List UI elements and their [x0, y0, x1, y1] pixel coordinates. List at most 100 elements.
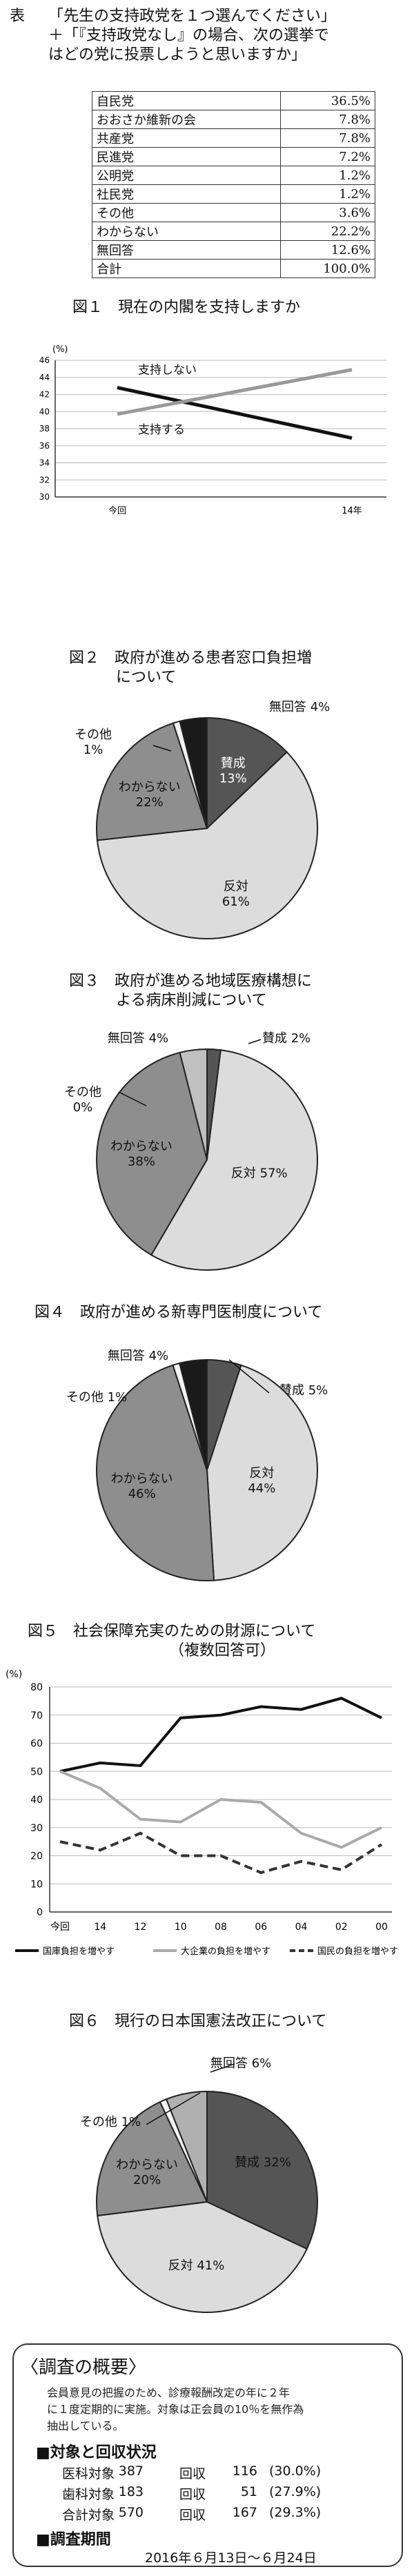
party-value: 3.6%	[280, 203, 375, 222]
fig4-slice-label: その他 1%	[66, 1390, 127, 1405]
summary-row-recovered-label: 回収	[179, 2487, 206, 2502]
fig6-slice-label: 反対 41%	[168, 2258, 225, 2273]
fig3-slice-label: 無回答 4%	[108, 1031, 168, 1046]
fig3-title: 図３ 政府が進める地域医療構想に よる病床削減について	[69, 972, 312, 1011]
party-value: 7.8%	[280, 110, 375, 129]
fig5-y-tick: 50	[30, 1766, 43, 1777]
summary-body: 会員意見の把握のため、診療報酬改定の年に２年 に１度定期的に実施。対象は正会員の…	[47, 2385, 304, 2434]
fig5-x-tick: 12	[135, 1922, 147, 1933]
fig4-title: 図４ 政府が進める新専門医制度について	[34, 1303, 322, 1323]
fig4-slice-value: 44%	[248, 1481, 275, 1496]
fig5-series-line	[59, 1770, 382, 1849]
fig3-slice-value: 0%	[73, 1100, 93, 1115]
table-row: わからない 22.2%	[92, 222, 375, 241]
summary-row-recovered: 116	[232, 2463, 257, 2479]
summary-body-line: に１度定期的に実施。対象は正会員の10％を無作為	[47, 2403, 304, 2416]
fig3-caption-line: よる病床削減について	[116, 992, 267, 1009]
summary-row-rate: (30.0%)	[269, 2463, 322, 2479]
fig2-slice-value: 22%	[136, 795, 164, 810]
fig1-x-tick: 今回	[108, 505, 126, 516]
summary-row-target: 387	[118, 2463, 144, 2479]
summary-row-rate: (27.9%)	[269, 2484, 322, 2499]
fig3-number: 図３	[69, 973, 100, 990]
table-row: 公明党 1.2%	[92, 166, 375, 185]
party-value: 100.0%	[280, 259, 375, 278]
fig4-slice-label: 反対	[249, 1466, 274, 1481]
fig1-y-tick: 44	[39, 373, 50, 382]
fig6-slice	[96, 2100, 208, 2217]
period-heading: ■調査期間	[36, 2531, 111, 2548]
fig1-unit: (%)	[52, 344, 68, 355]
fig4-caption: 政府が進める新専門医制度について	[80, 1304, 323, 1321]
targets-heading: ■対象と回収状況	[36, 2444, 157, 2461]
table-label: 表	[10, 8, 26, 25]
party-value: 12.6%	[280, 240, 375, 260]
fig3-slice	[96, 1051, 208, 1256]
fig2-slice-label: 賛成	[221, 757, 246, 771]
fig1-series-label: 支持しない	[138, 364, 197, 378]
fig6-slice-label: わからない	[116, 2158, 178, 2172]
fig6-leader-line	[146, 2092, 201, 2125]
fig2-caption-line: について	[116, 669, 177, 686]
fig4-slice-label: 賛成 5%	[279, 1383, 328, 1398]
fig2-slice	[96, 751, 318, 939]
party-name: その他	[92, 203, 281, 222]
fig5-legend-label: 国庫負担を増やす	[43, 1946, 115, 1957]
fig5-unit: (%)	[6, 1669, 22, 1680]
fig3-slice-label: わからない	[110, 1140, 172, 1154]
party-name: 合計	[92, 259, 281, 278]
party-value: 7.8%	[280, 128, 375, 148]
fig3-slice-value: 38%	[128, 1155, 155, 1169]
table-row: 自民党 36.5%	[92, 91, 375, 110]
fig4-slice	[96, 1364, 215, 1581]
fig1-y-tick: 32	[39, 475, 50, 485]
fig4-number: 図４	[34, 1304, 66, 1321]
fig1-y-tick: 46	[39, 355, 50, 365]
fig6-caption: 現行の日本国憲法改正について	[115, 2013, 327, 2030]
fig4-leader-line	[228, 1359, 270, 1394]
fig3-slice	[179, 1048, 208, 1160]
fig5-x-tick: 今回	[50, 1922, 70, 1933]
fig3-slice-label: 賛成 2%	[262, 1031, 310, 1046]
party-value: 1.2%	[280, 184, 375, 204]
survey-summary-box: 〈調査の概要〉 会員意見の把握のため、診療報酬改定の年に２年 に１度定期的に実施…	[12, 2343, 403, 2567]
fig6-leader-line	[210, 2063, 235, 2073]
table-title-line: ＋「『支持政党なし』の場合、次の選挙で	[48, 27, 330, 44]
fig4-slice	[178, 1358, 208, 1471]
summary-row-target: 570	[118, 2505, 144, 2520]
fig1-series-line	[117, 368, 353, 416]
fig5-y-tick: 60	[30, 1739, 43, 1750]
party-value: 7.2%	[280, 147, 375, 166]
party-value: 22.2%	[280, 222, 375, 241]
fig5-x-tick: 08	[215, 1922, 227, 1933]
fig6-slice	[165, 2090, 208, 2203]
summary-row-recovered: 167	[232, 2505, 257, 2520]
fig5-y-tick: 70	[30, 1710, 43, 1721]
fig4-slice-value: 46%	[128, 1487, 156, 1501]
summary-row-rate: (29.3%)	[269, 2505, 322, 2520]
party-name: 公明党	[92, 166, 281, 185]
fig1-y-tick: 30	[39, 492, 50, 502]
fig1-y-tick: 40	[39, 407, 50, 416]
fig1-series-label: 支持する	[138, 423, 185, 437]
fig1-number: 図１	[72, 299, 103, 316]
fig1-y-tick: 36	[39, 441, 50, 451]
fig5-caption-line: （複数回答可）	[169, 1642, 276, 1659]
fig4-slice	[206, 1364, 318, 1581]
fig2-slice-value: 13%	[219, 772, 247, 786]
fig6-slice-label: その他 1%	[80, 2115, 141, 2129]
fig5-y-tick: 80	[30, 1682, 43, 1693]
fig1-y-tick: 38	[39, 424, 50, 433]
party-name: 自民党	[92, 91, 281, 110]
fig5-y-tick: 30	[30, 1823, 43, 1834]
summary-row-recovered-label: 回収	[179, 2508, 206, 2523]
fig2-title: 図２ 政府が進める患者窓口負担増 について	[69, 649, 312, 687]
summary-row-recovered: 51	[240, 2484, 257, 2499]
fig5-legend-label: 大企業の負担を増やす	[181, 1946, 270, 1957]
fig3-slice	[150, 1049, 319, 1271]
fig4-slice-label: 無回答 4%	[108, 1349, 168, 1363]
fig1-x-tick: 14年	[342, 506, 362, 516]
